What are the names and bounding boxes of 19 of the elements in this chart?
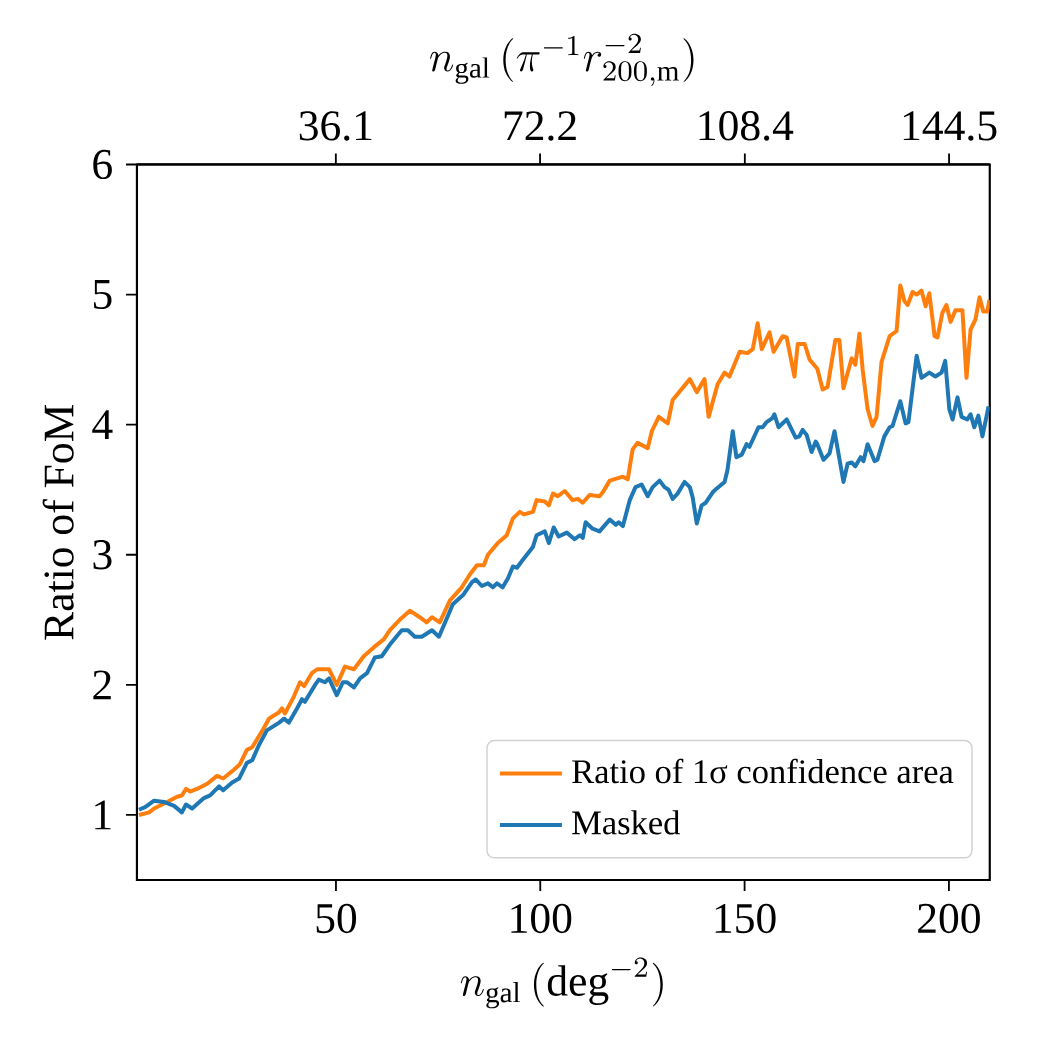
x2-tick-label: 72.2 [504, 111, 576, 141]
x-tick-label: 150 [715, 903, 776, 934]
y-tick-label: 5 [93, 280, 112, 310]
y-tick-label: 4 [92, 410, 113, 440]
x-axis-title: $n_{\mathrm{gal}}\,(\mathrm{deg}^{-2})$ [460, 957, 663, 1009]
y-tick-label: 2 [93, 670, 111, 700]
x-tick-label: 200 [918, 903, 980, 934]
x-tick-label: 50 [316, 903, 357, 934]
x2-tick-label: 36.1 [299, 111, 372, 141]
y-tick-label: 1 [95, 800, 111, 830]
y-axis-title: Ratio of FoM [42, 404, 74, 640]
x-tick-label: 100 [511, 903, 572, 934]
x2-tick-label: 144.5 [903, 111, 997, 141]
legend-label: Ratio of 1σ confidence area [572, 758, 954, 784]
legend-label: Masked [572, 810, 681, 835]
y-tick-label: 6 [93, 149, 112, 180]
x2-tick-label: 108.4 [699, 111, 794, 141]
y-tick-label: 3 [93, 540, 112, 570]
x2-axis-title: $n_{\mathrm{gal}}\,(\pi^{-1}r_{200,\mathrm{m}}^{-2})$ [430, 33, 694, 87]
